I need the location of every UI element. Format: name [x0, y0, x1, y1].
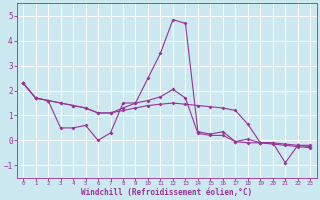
X-axis label: Windchill (Refroidissement éolien,°C): Windchill (Refroidissement éolien,°C): [81, 188, 252, 197]
